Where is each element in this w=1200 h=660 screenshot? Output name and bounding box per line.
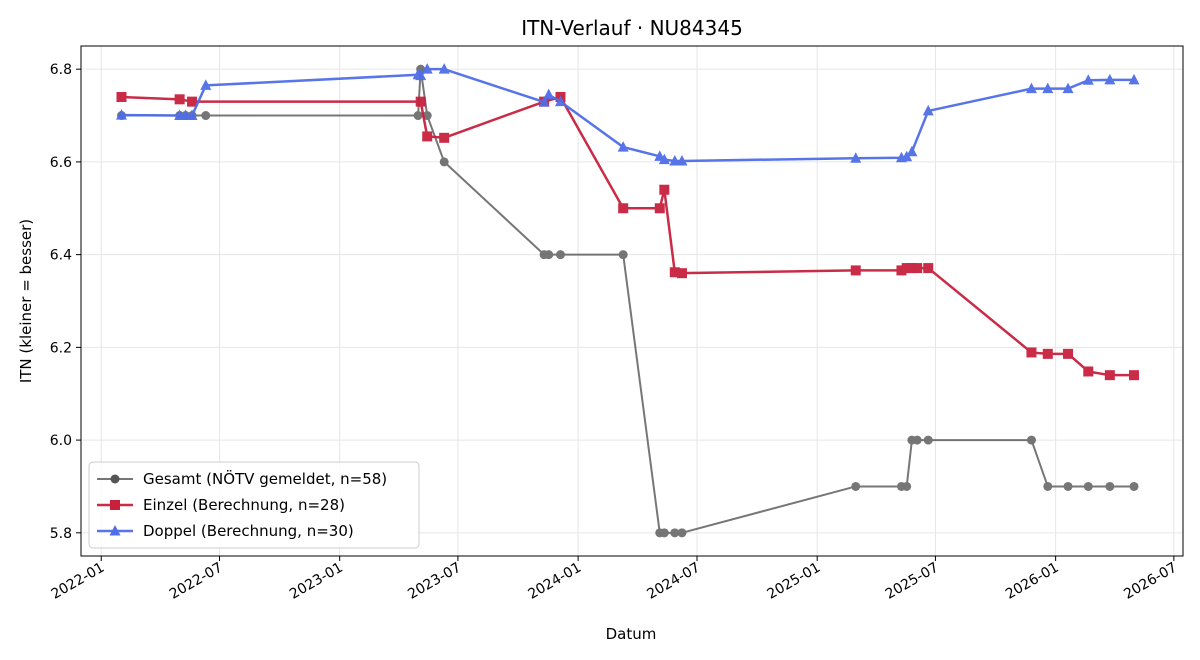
data-point [1026, 435, 1036, 445]
series-layer [116, 63, 1140, 538]
data-point [906, 263, 917, 274]
data-point [1062, 82, 1074, 94]
data-point [1063, 481, 1073, 491]
y-tick-label: 6.4 [50, 248, 72, 264]
data-point [1129, 481, 1139, 491]
data-point [186, 109, 198, 121]
data-point [923, 435, 933, 445]
data-point [422, 131, 433, 142]
x-tick-label: 2026-01 [1003, 560, 1062, 603]
y-axis-ticks: 5.8 6.0 6.2 6.4 6.6 6.8 [50, 62, 81, 542]
data-point [1026, 347, 1037, 358]
data-point [415, 96, 426, 107]
y-tick-label: 5.8 [50, 526, 72, 542]
data-point [421, 63, 433, 74]
data-point [415, 69, 427, 81]
series-square [116, 92, 1140, 381]
data-point [438, 63, 450, 74]
data-point [850, 265, 861, 276]
data-point [618, 250, 628, 260]
data-point [554, 95, 566, 107]
data-point [1129, 370, 1140, 381]
data-point [200, 79, 212, 90]
y-tick-label: 6.8 [50, 62, 72, 78]
data-point [912, 435, 922, 445]
data-point [659, 184, 670, 195]
data-point [439, 132, 450, 143]
data-point [1042, 82, 1054, 94]
data-point [116, 92, 127, 102]
y-tick-label: 6.0 [50, 433, 72, 449]
data-point [670, 528, 680, 538]
data-point [902, 481, 912, 491]
plot-frame [80, 45, 1184, 557]
x-axis-ticks: 2022-01 2022-07 2023-01 2023-07 2024-01 2024-… [49, 556, 1180, 603]
x-tick-label: 2022-01 [49, 560, 108, 603]
data-point [669, 267, 680, 278]
x-axis-label: Datum [606, 625, 657, 643]
data-point [538, 96, 550, 107]
data-point [1082, 74, 1094, 85]
legend-marker [110, 474, 120, 484]
data-point [544, 250, 554, 260]
data-point [187, 96, 198, 107]
series-triangle [116, 63, 1140, 166]
data-point [116, 109, 128, 120]
data-point [201, 111, 211, 121]
data-point [677, 528, 687, 538]
legend: Gesamt (NÖTV gemeldet, n=58) Einzel (Bere… [88, 461, 420, 549]
data-point [676, 268, 687, 279]
data-point [1104, 370, 1115, 381]
data-point [901, 263, 912, 274]
data-point [850, 152, 862, 163]
data-point [896, 265, 907, 276]
data-point [923, 263, 934, 274]
data-point [851, 481, 861, 491]
data-point [1083, 366, 1094, 377]
legend-marker [109, 525, 121, 536]
x-tick-label: 2025-07 [883, 560, 942, 603]
legend-label: Gesamt (NÖTV gemeldet, n=58) [143, 469, 387, 488]
y-tick-label: 6.6 [50, 155, 72, 171]
data-point [654, 203, 665, 214]
data-point [174, 94, 185, 105]
data-point [1042, 348, 1053, 359]
x-tick-label: 2026-07 [1121, 560, 1180, 603]
data-point [617, 141, 629, 152]
data-point [906, 145, 918, 157]
y-tick-label: 6.2 [50, 340, 72, 356]
data-point [1104, 73, 1116, 85]
data-point [1083, 481, 1093, 491]
series-line [121, 95, 1135, 377]
x-tick-label: 2025-01 [765, 560, 824, 603]
x-tick-label: 2022-07 [167, 560, 226, 603]
data-point [659, 528, 669, 538]
data-point [1043, 481, 1053, 491]
data-point [543, 88, 555, 100]
x-tick-label: 2024-01 [525, 560, 584, 603]
data-point [912, 263, 923, 274]
legend-box [88, 461, 420, 549]
data-point [922, 104, 934, 116]
data-point [1128, 73, 1140, 85]
legend-label: Einzel (Berechnung, n=28) [143, 496, 345, 514]
legend-label: Doppel (Berechnung, n=30) [143, 522, 354, 540]
x-tick-label: 2023-01 [287, 560, 346, 603]
data-point [1025, 82, 1037, 94]
x-tick-label: 2023-07 [405, 560, 464, 603]
chart-title: ITN-Verlauf · NU84345 [521, 16, 743, 40]
data-point [555, 250, 565, 260]
data-point [658, 153, 670, 165]
x-tick-label: 2024-07 [644, 560, 703, 603]
data-point [1063, 348, 1074, 359]
data-point [1105, 481, 1115, 491]
data-point [676, 154, 688, 166]
data-point [413, 111, 423, 121]
legend-marker [110, 500, 120, 510]
data-point [439, 157, 449, 167]
data-point [669, 154, 681, 166]
y-axis-label: ITN (kleiner = besser) [17, 219, 35, 383]
data-point [618, 203, 629, 214]
